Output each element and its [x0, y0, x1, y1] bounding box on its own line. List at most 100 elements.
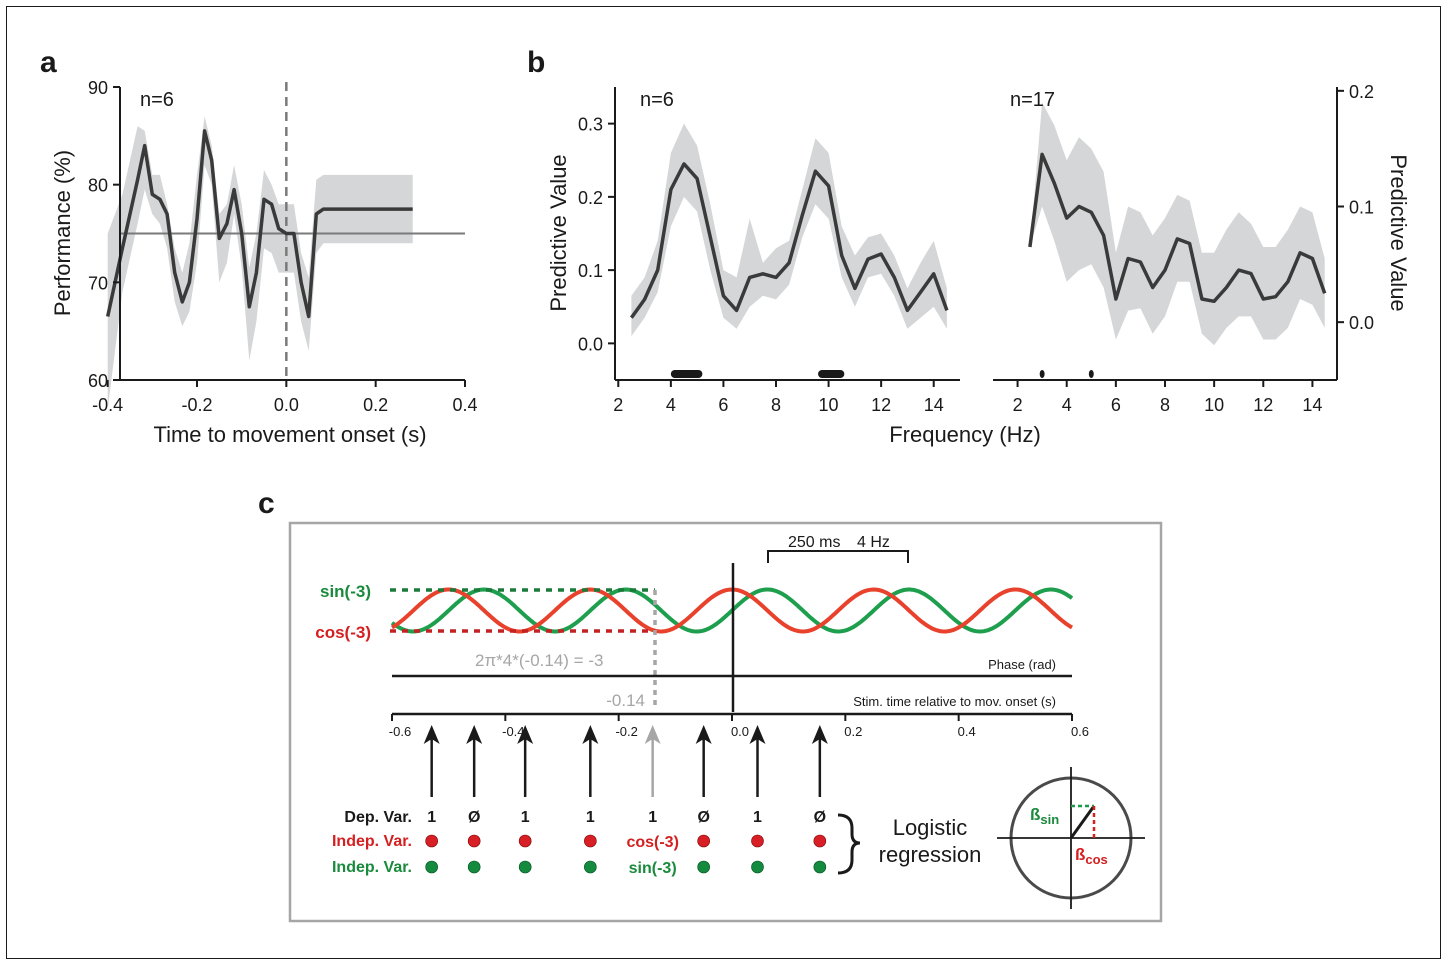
x-tick-label: 4 — [666, 395, 676, 415]
y-tick-label: 0.1 — [1349, 198, 1374, 218]
indep-sin-dot — [697, 860, 710, 874]
significance-bar — [670, 370, 703, 378]
sin-value-label: sin(-3) — [320, 582, 371, 601]
panel-a-confidence-band — [107, 116, 413, 410]
time-tick-label: 0.2 — [844, 724, 862, 739]
y-tick-label: 0.0 — [1349, 313, 1374, 333]
dep-var-value: Ø — [468, 809, 480, 826]
x-tick-label: 2 — [1013, 395, 1023, 415]
indep-sin-dot — [751, 860, 764, 874]
x-tick-label: 10 — [819, 395, 839, 415]
indep-var-sin-label: Indep. Var. — [332, 859, 412, 876]
x-tick-label: 14 — [1302, 395, 1322, 415]
significance-bar — [1088, 370, 1094, 378]
indep-sin-dot — [518, 860, 532, 874]
panel-label-b: b — [527, 46, 545, 79]
indep-cos-dot — [425, 834, 438, 848]
y-tick-label: 90 — [88, 78, 108, 98]
dep-var-value: 1 — [753, 809, 762, 826]
significance-bar — [1039, 370, 1045, 378]
x-tick-label: 2 — [613, 395, 623, 415]
panel-b-right-y-axis-title: Predictive Value — [1386, 154, 1411, 311]
y-tick-label: 0.2 — [578, 188, 603, 208]
panel-a-n-label: n=6 — [140, 89, 174, 111]
panel-c-frame — [288, 521, 1163, 923]
y-tick-label: 0.1 — [578, 261, 603, 281]
time-axis-ticks: -0.6 -0.4 -0.2 0.0 0.2 0.4 0.6 — [389, 714, 1089, 739]
panel-label-a: a — [40, 46, 57, 79]
highlight-cos-text: cos(-3) — [626, 834, 678, 851]
beta-sin-label: ßsin — [1030, 805, 1059, 827]
x-tick-label: -0.2 — [181, 395, 212, 415]
stimulus-arrow-head — [423, 725, 440, 744]
panel-a-axes: -0.4 -0.2 0.0 0.2 0.4 60 70 80 90 — [88, 78, 478, 415]
x-tick-label: 8 — [771, 395, 781, 415]
panel-a-y-axis-title: Performance (%) — [50, 150, 75, 316]
x-tick-label: 14 — [924, 395, 944, 415]
indep-sin-dot — [425, 860, 438, 874]
indep-cos-dot — [813, 834, 827, 848]
dep-var-value: 1 — [521, 809, 530, 826]
x-tick-label: 8 — [1160, 395, 1170, 415]
x-tick-label: 6 — [718, 395, 728, 415]
dep-var-value: 1 — [427, 809, 436, 826]
panel-b-left-line — [629, 162, 949, 319]
indep-sin-dot — [584, 860, 597, 874]
indep-cos-dot — [697, 834, 710, 848]
time-tick-label: 0.0 — [731, 724, 749, 739]
x-tick-label: 10 — [1204, 395, 1224, 415]
x-tick-label: 12 — [871, 395, 891, 415]
time-tick-label: -0.4 — [502, 724, 524, 739]
y-tick-label: 0.0 — [578, 334, 603, 354]
x-tick-label: 0.2 — [363, 395, 388, 415]
time-tick-label: 0.4 — [958, 724, 976, 739]
stimulus-arrow-head — [749, 725, 766, 744]
x-tick-label: 0.4 — [452, 395, 477, 415]
beta-vector — [1069, 805, 1096, 839]
phase-axis-label: Phase (rad) — [988, 657, 1056, 672]
stimulus-arrow-head — [466, 725, 483, 744]
panel-b-right-line — [1028, 152, 1327, 304]
stimulus-arrows — [423, 725, 828, 797]
x-tick-label: 12 — [1253, 395, 1273, 415]
panel-c-schematic: sin(-3) cos(-3) 250 ms 4 Hz 2π*4*(-0.14)… — [288, 521, 1163, 923]
logistic-label: Logistic — [893, 815, 968, 840]
highlight-sin-text: sin(-3) — [629, 860, 677, 877]
panel-a-performance-line — [105, 129, 413, 319]
highlight-time-label: -0.14 — [606, 691, 645, 710]
panel-b-left-n-label: n=6 — [640, 89, 674, 111]
dep-var-value: 1 — [586, 809, 595, 826]
period-hz-label: 4 Hz — [857, 534, 890, 551]
panel-b-right-significance — [1039, 370, 1094, 378]
regression-brace — [837, 813, 861, 875]
panel-b-left-confidence-band — [631, 123, 947, 337]
indep-cos-dot — [751, 834, 764, 848]
indep-cos-dot — [584, 834, 597, 848]
significance-bar — [818, 370, 845, 378]
indep-sin-dot — [467, 860, 481, 874]
x-tick-label: 6 — [1111, 395, 1121, 415]
panel-b-right-n-label: n=17 — [1010, 89, 1055, 111]
panel-b-left-y-axis-title: Predictive Value — [546, 154, 571, 311]
indep-cos-dot — [518, 834, 532, 848]
y-tick-label: 70 — [88, 273, 108, 293]
panel-b-left-significance — [670, 370, 845, 378]
period-ms-label: 250 ms — [788, 534, 840, 551]
x-tick-label: 4 — [1062, 395, 1072, 415]
y-tick-label: 0.3 — [578, 115, 603, 135]
beta-cos-label: ßcos — [1075, 845, 1108, 867]
indep-sin-dot — [813, 860, 827, 874]
y-tick-label: 60 — [88, 371, 108, 391]
stimulus-arrow-head — [582, 725, 599, 744]
dep-var-value: Ø — [814, 809, 826, 826]
cos-value-label: cos(-3) — [315, 623, 371, 642]
phase-equation: 2π*4*(-0.14) = -3 — [475, 651, 603, 670]
panel-a-chart: -0.4 -0.2 0.0 0.2 0.4 60 70 80 90 n=6 Time to mo… — [50, 78, 478, 447]
dep-var-label: Dep. Var. — [344, 809, 412, 826]
time-tick-label: -0.6 — [389, 724, 411, 739]
indep-var-cos-label: Indep. Var. — [332, 833, 412, 850]
dep-var-value: 1 — [648, 809, 657, 826]
panel-b-right-axes: 2 4 6 8 10 12 14 0.0 0.1 0.2 — [993, 82, 1374, 415]
figure-border — [6, 6, 1441, 959]
